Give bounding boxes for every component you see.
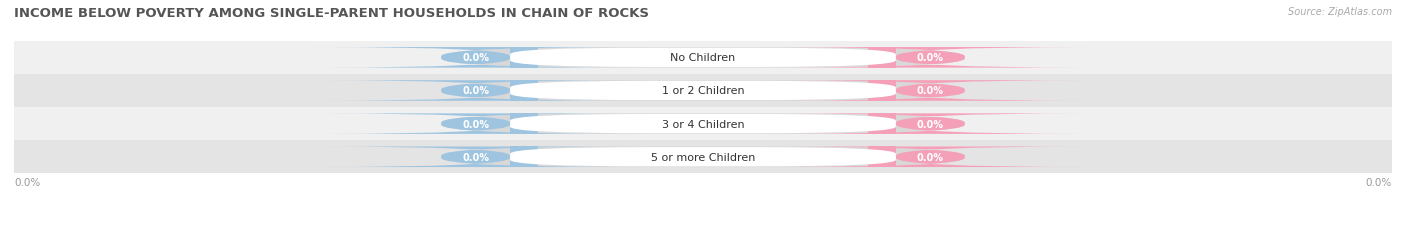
FancyBboxPatch shape bbox=[441, 114, 965, 134]
Text: 0.0%: 0.0% bbox=[917, 53, 943, 63]
FancyBboxPatch shape bbox=[318, 114, 634, 134]
Text: 0.0%: 0.0% bbox=[917, 119, 943, 129]
FancyBboxPatch shape bbox=[510, 48, 537, 68]
FancyBboxPatch shape bbox=[869, 114, 896, 134]
Text: INCOME BELOW POVERTY AMONG SINGLE-PARENT HOUSEHOLDS IN CHAIN OF ROCKS: INCOME BELOW POVERTY AMONG SINGLE-PARENT… bbox=[14, 7, 650, 20]
Bar bbox=[14, 141, 1392, 173]
FancyBboxPatch shape bbox=[441, 48, 965, 68]
FancyBboxPatch shape bbox=[441, 147, 965, 167]
FancyBboxPatch shape bbox=[869, 81, 896, 101]
FancyBboxPatch shape bbox=[772, 48, 1088, 68]
FancyBboxPatch shape bbox=[510, 114, 537, 134]
Text: 0.0%: 0.0% bbox=[463, 86, 489, 96]
FancyBboxPatch shape bbox=[510, 148, 896, 167]
FancyBboxPatch shape bbox=[510, 49, 896, 68]
FancyBboxPatch shape bbox=[869, 147, 896, 167]
Text: No Children: No Children bbox=[671, 53, 735, 63]
FancyBboxPatch shape bbox=[510, 81, 537, 101]
FancyBboxPatch shape bbox=[869, 48, 896, 68]
FancyBboxPatch shape bbox=[510, 147, 537, 167]
FancyBboxPatch shape bbox=[441, 81, 965, 101]
FancyBboxPatch shape bbox=[772, 147, 1088, 167]
FancyBboxPatch shape bbox=[772, 114, 1088, 134]
Bar bbox=[14, 75, 1392, 108]
Text: 0.0%: 0.0% bbox=[917, 86, 943, 96]
FancyBboxPatch shape bbox=[510, 82, 896, 101]
Text: 0.0%: 0.0% bbox=[1365, 178, 1392, 188]
FancyBboxPatch shape bbox=[318, 81, 634, 101]
FancyBboxPatch shape bbox=[772, 81, 1088, 101]
Text: 0.0%: 0.0% bbox=[463, 152, 489, 162]
Text: 0.0%: 0.0% bbox=[463, 53, 489, 63]
Text: Source: ZipAtlas.com: Source: ZipAtlas.com bbox=[1288, 7, 1392, 17]
Text: 5 or more Children: 5 or more Children bbox=[651, 152, 755, 162]
FancyBboxPatch shape bbox=[318, 48, 634, 68]
Text: 0.0%: 0.0% bbox=[14, 178, 41, 188]
Bar bbox=[14, 108, 1392, 141]
Text: 1 or 2 Children: 1 or 2 Children bbox=[662, 86, 744, 96]
Text: 0.0%: 0.0% bbox=[917, 152, 943, 162]
Text: 0.0%: 0.0% bbox=[463, 119, 489, 129]
FancyBboxPatch shape bbox=[510, 115, 896, 134]
FancyBboxPatch shape bbox=[318, 147, 634, 167]
Text: 3 or 4 Children: 3 or 4 Children bbox=[662, 119, 744, 129]
Bar bbox=[14, 42, 1392, 75]
